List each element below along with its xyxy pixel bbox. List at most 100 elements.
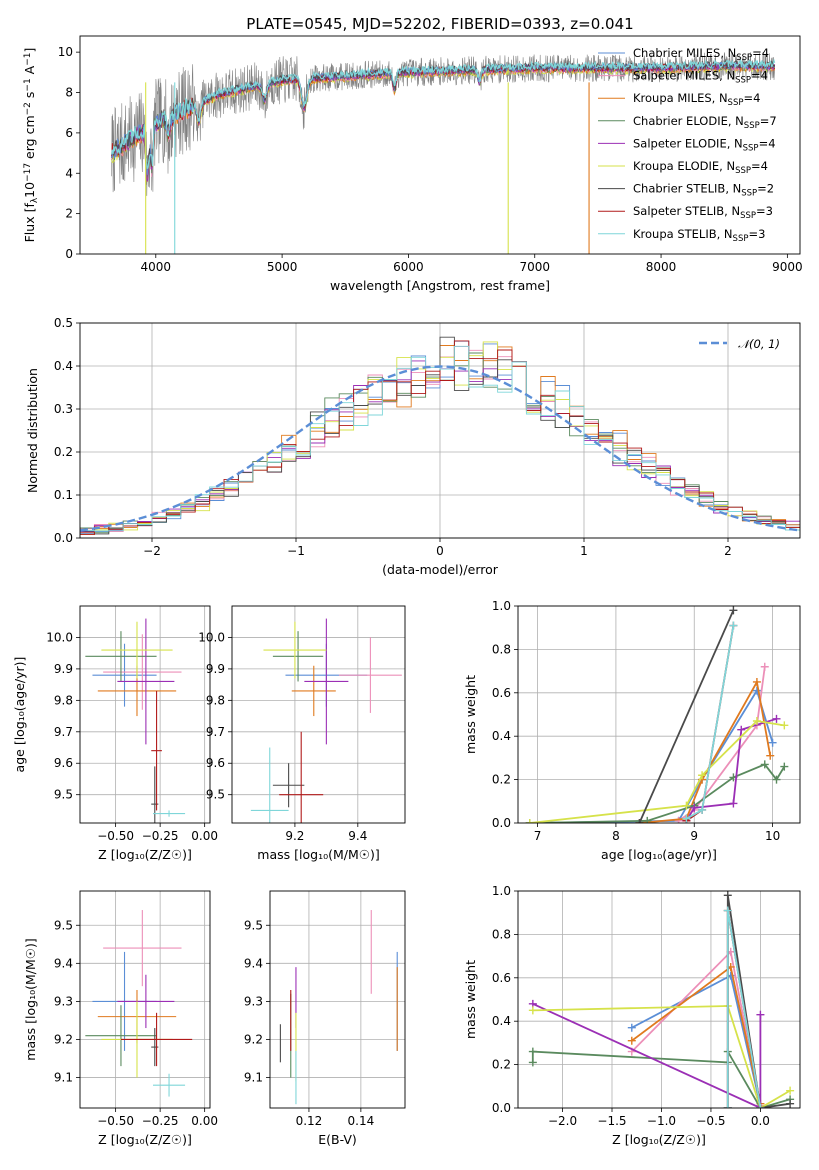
grid [80, 606, 210, 823]
y-tick-label: 9.8 [54, 693, 73, 707]
y-tick-label: 6 [65, 126, 73, 140]
x-tick-label: −2 [143, 544, 161, 558]
legend-label-sub: SSP [735, 166, 751, 176]
legend-label-text: Chabrier MILES, N [633, 46, 736, 60]
x-tick-label: 9 [690, 829, 698, 843]
y-tick-label: 9.9 [206, 662, 225, 676]
legend-label-sub: SSP [743, 143, 759, 153]
x-tick-label: −0.25 [142, 829, 179, 843]
weight-series [682, 621, 738, 823]
legend-label-text: Kroupa ELODIE, N [633, 159, 735, 173]
y-tick-label: 9.7 [54, 725, 73, 739]
error-bar-point [103, 910, 182, 987]
legend-label-text: Chabrier STELIB, N [633, 182, 741, 196]
error-bar-point [85, 1005, 157, 1067]
x-tick-label: 0.00 [191, 1114, 218, 1128]
legend-label-sub: SSP [741, 189, 757, 199]
x-tick-label: 8 [612, 829, 620, 843]
y-tick-label: 0.8 [492, 927, 511, 941]
legend-entry-label: Chabrier MILES, NSSP=4 [633, 46, 769, 63]
legend-entry-label: Kroupa MILES, NSSP=4 [633, 91, 760, 108]
weight-line [532, 1002, 762, 1108]
x-axis-label: Z [log₁₀(Z/Z☉)] [98, 1132, 192, 1147]
x-tick-label: 1 [580, 544, 588, 558]
y-tick-label: 9.4 [54, 956, 73, 970]
x-tick-label: 9.4 [348, 829, 367, 843]
weight-marker [729, 606, 738, 615]
x-tick-label: 8000 [646, 260, 677, 274]
weight-series [635, 677, 775, 823]
y-axis-label: age [log₁₀(age/yr)] [12, 657, 27, 773]
y-axis-label-part: A [22, 65, 37, 78]
y-tick-label: 0.2 [492, 1058, 511, 1072]
spectrum-model [111, 58, 776, 170]
weight-marker [698, 771, 707, 780]
weight-series [525, 760, 789, 823]
legend-entry-label: Chabrier ELODIE, NSSP=7 [633, 114, 777, 131]
y-tick-label: 0.6 [492, 971, 511, 985]
y-axis-label-part: 10 [22, 182, 37, 198]
y-axis-label: Normed distribution [25, 368, 40, 493]
y-tick-label: 9.3 [54, 994, 73, 1008]
x-tick-label: −1.5 [597, 1114, 626, 1128]
x-tick-label: −1.0 [647, 1114, 676, 1128]
legend-label-text: Kroupa MILES, N [633, 91, 728, 105]
y-tick-label: 1.0 [492, 884, 511, 898]
y-tick-label: 9.5 [54, 918, 73, 932]
x-tick-label: −0.50 [97, 1114, 134, 1128]
weight-marker [729, 799, 738, 808]
legend-entry-label: Kroupa STELIB, NSSP=3 [633, 227, 765, 244]
weight-marker [682, 801, 691, 810]
weight-line [631, 949, 762, 1106]
grid [518, 890, 800, 1109]
y-axis-label-part: −1 [23, 78, 33, 91]
x-axis-label: mass [log₁₀(M/M☉)] [257, 847, 379, 862]
x-tick-label: 2 [724, 544, 732, 558]
weight-marker [786, 1086, 795, 1095]
y-tick-label: 8 [65, 86, 73, 100]
y-tick-label: 9.7 [206, 725, 225, 739]
y-tick-label: 9.2 [54, 1032, 73, 1046]
panel-1: 4000 5000 6000 7000 8000 9000 0 2 4 6 8 10 wavelengt… [58, 45, 803, 293]
panel-8: −2.0 −1.5 −1.0 −0.5 0.0 0.0 0.2 0.4 0.6 0.8 1.0 Z [… [492, 884, 800, 1147]
y-tick-label: 9.2 [244, 1032, 263, 1046]
y-tick-label: 9.5 [244, 918, 263, 932]
error-bar-point [304, 618, 349, 745]
x-tick-label: 7000 [519, 260, 550, 274]
weight-series [525, 717, 789, 823]
legend-label-text: Salpeter MILES, N [633, 69, 735, 83]
x-axis-label: age [log₁₀(age/yr)] [601, 847, 717, 862]
panel-4: 9.2 9.4 9.5 9.6 9.7 9.8 9.9 10.0 mass [log₁₀(M/M… [198, 606, 405, 862]
y-tick-label: 9.1 [244, 1071, 263, 1085]
weight-marker [780, 721, 789, 730]
x-tick-label: −2.0 [548, 1114, 577, 1128]
error-bar-point [85, 631, 157, 682]
axes-frame [517, 890, 801, 1109]
weight-marker [752, 686, 761, 695]
legend-entry-label: Chabrier STELIB, NSSP=2 [633, 182, 774, 199]
axes-frame [231, 605, 406, 824]
legend-label-tail: =4 [751, 159, 768, 173]
figure-title: PLATE=0545, MJD=52202, FIBERID=0393, z=0… [246, 15, 633, 33]
weight-marker [627, 1036, 636, 1045]
x-tick-label: 10 [765, 829, 780, 843]
error-bar-point [272, 763, 305, 808]
weight-marker [690, 803, 699, 812]
error-bar-point [153, 810, 186, 817]
weight-series [635, 606, 738, 823]
y-tick-label: 9.9 [54, 662, 73, 676]
x-tick-label: −1 [287, 544, 305, 558]
error-bar-point [92, 643, 157, 707]
panel-2: −2 −1 0 1 2 0.0 0.1 0.2 0.3 0.4 0.5 (data-model)/er… [54, 316, 800, 577]
y-axis-label: mass weight [463, 675, 478, 754]
y-tick-label: 0.2 [54, 445, 73, 459]
y-axis-label-part: erg cm [22, 115, 37, 163]
error-bar-point [101, 621, 173, 679]
spectrum-observed [111, 52, 775, 196]
legend-label-tail: =4 [743, 91, 760, 105]
y-axis-label-part: ] [22, 48, 37, 53]
weight-marker [772, 775, 781, 784]
plot-area [85, 910, 193, 1097]
